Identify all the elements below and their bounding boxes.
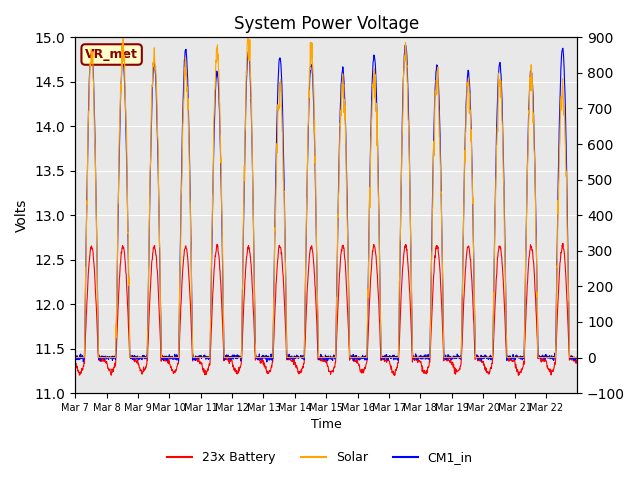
23x Battery (150, 246, 157, 252)
Text: VR_met: VR_met (85, 48, 138, 61)
X-axis label: Time: Time (311, 419, 342, 432)
Solar (120, 35, 127, 40)
Line: Solar: Solar (75, 37, 577, 358)
Solar (573, 355, 581, 360)
CM1_in (518, 357, 526, 363)
23x Battery (303, 289, 311, 295)
Solar (445, 355, 452, 360)
Title: System Power Voltage: System Power Voltage (234, 15, 419, 33)
CM1_in (313, 265, 321, 271)
Legend: 23x Battery, Solar, CM1_in: 23x Battery, Solar, CM1_in (163, 446, 477, 469)
CM1_in (445, 354, 452, 360)
Solar (150, 49, 158, 55)
CM1_in (303, 166, 311, 172)
CM1_in (568, 353, 575, 359)
Solar (303, 163, 311, 168)
CM1_in (71, 355, 79, 360)
CM1_in (150, 61, 158, 67)
CM1_in (573, 355, 581, 361)
23x Battery (518, 366, 526, 372)
23x Battery (445, 356, 452, 361)
CM1_in (401, 42, 409, 48)
23x Battery (313, 313, 321, 319)
Y-axis label: Volts: Volts (15, 199, 29, 232)
23x Battery (573, 360, 581, 366)
Solar (313, 263, 321, 268)
Solar (567, 355, 575, 360)
Solar (71, 355, 79, 360)
23x Battery (71, 359, 79, 364)
Line: 23x Battery: 23x Battery (75, 243, 577, 375)
23x Battery (391, 372, 399, 378)
Solar (518, 355, 526, 360)
23x Battery (568, 355, 575, 360)
23x Battery (559, 240, 567, 246)
Line: CM1_in: CM1_in (75, 45, 577, 362)
CM1_in (79, 359, 87, 365)
